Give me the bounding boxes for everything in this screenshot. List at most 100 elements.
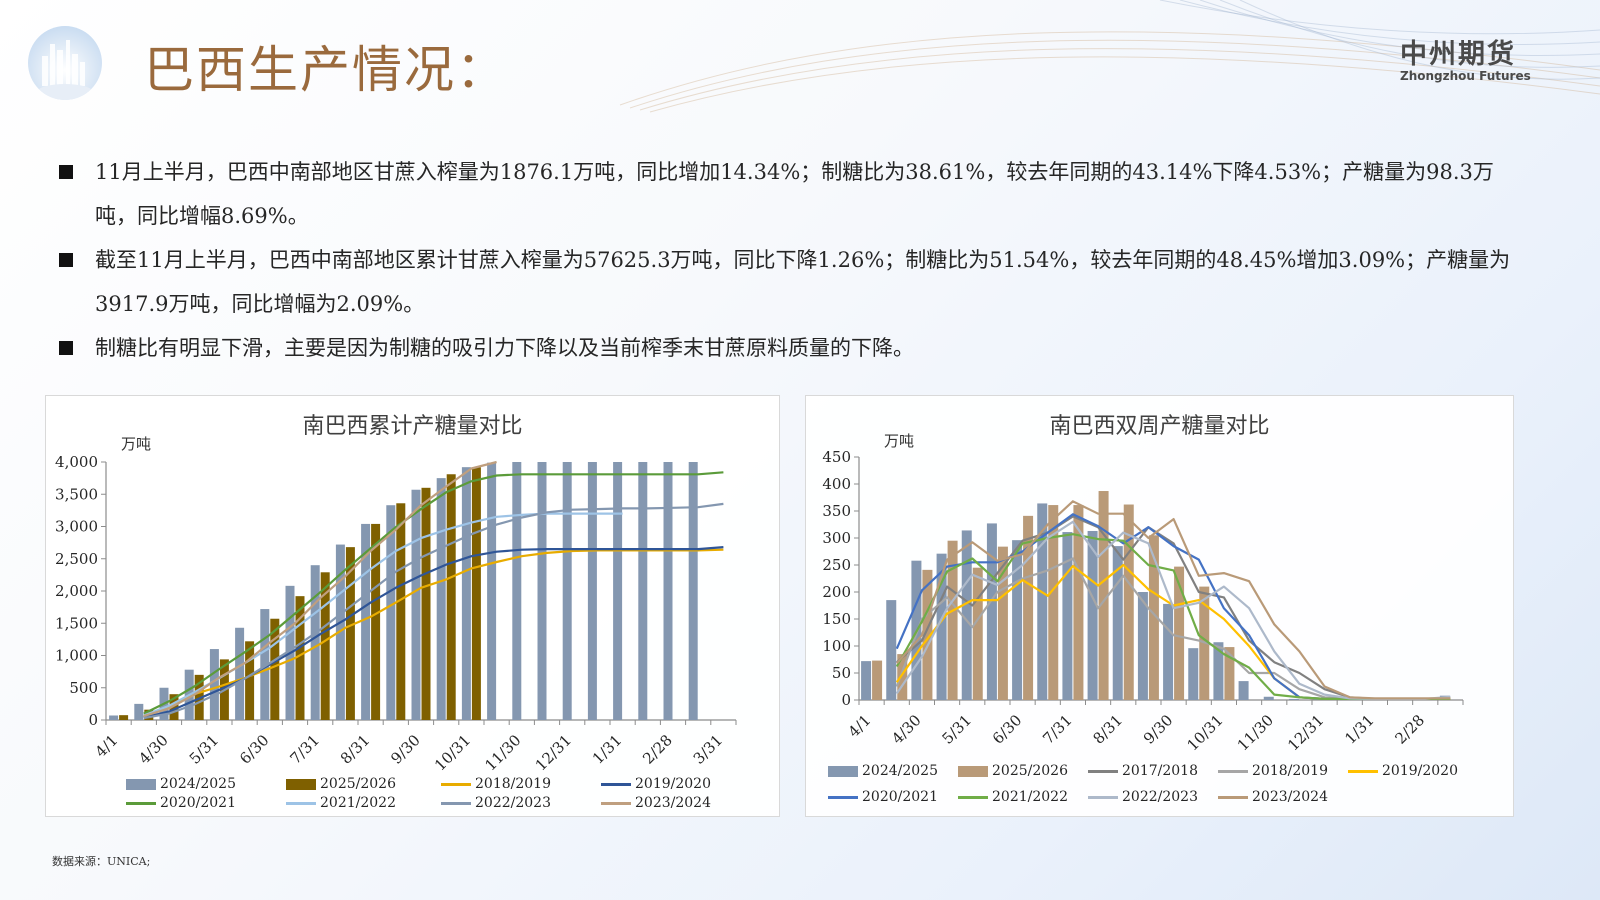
bar	[245, 641, 255, 720]
y-axis-unit: 万吨	[121, 435, 152, 453]
bar	[1148, 535, 1159, 700]
legend-item: 2024/2025	[126, 776, 236, 792]
legend-item: 2021/2022	[286, 795, 396, 811]
legend-line-swatch-icon	[126, 801, 156, 805]
bar	[169, 694, 179, 720]
legend-line-swatch-icon	[958, 795, 988, 799]
bar	[986, 523, 997, 700]
bar	[872, 660, 883, 700]
y-tick-label: 150	[822, 610, 851, 628]
legend-item: 2018/2019	[1218, 763, 1328, 779]
legend-label: 2018/2019	[475, 776, 551, 792]
bar	[461, 467, 471, 720]
y-tick-label: 500	[69, 679, 98, 697]
legend-label: 2018/2019	[1252, 763, 1328, 779]
legend-line-swatch-icon	[1218, 769, 1248, 773]
legend-item: 2018/2019	[441, 776, 551, 792]
bar	[421, 487, 431, 720]
y-tick-label: 100	[822, 637, 851, 655]
legend-label: 2017/2018	[1122, 763, 1198, 779]
bar	[270, 618, 280, 720]
legend-label: 2020/2021	[160, 795, 236, 811]
bar	[436, 478, 446, 720]
bar	[861, 661, 872, 700]
legend-item: 2024/2025	[828, 763, 938, 779]
legend-item: 2020/2021	[126, 795, 236, 811]
bar	[134, 703, 144, 720]
bar	[1137, 592, 1148, 700]
legend-line-swatch-icon	[601, 801, 631, 805]
legend-label: 2023/2024	[1252, 789, 1328, 805]
bar	[936, 553, 947, 700]
legend-bar-swatch-icon	[286, 778, 316, 790]
legend-line-swatch-icon	[1218, 795, 1248, 799]
bullet-list: 11月上半月，巴西中南部地区甘蔗入榨量为1876.1万吨，同比增加14.34%；…	[55, 150, 1535, 370]
bar	[613, 462, 623, 720]
legend-label: 2024/2025	[160, 776, 236, 792]
legend-item: 2021/2022	[958, 789, 1068, 805]
bar	[1112, 546, 1123, 700]
bullet-item: 制糖比有明显下滑，主要是因为制糖的吸引力下降以及当前榨季末甘蔗原料质量的下降。	[55, 326, 1535, 370]
bar	[471, 467, 481, 720]
bar	[886, 600, 897, 700]
bar	[1123, 504, 1134, 700]
legend-label: 2025/2026	[992, 763, 1068, 779]
bar	[361, 523, 371, 720]
decorative-waves	[619, 0, 1600, 113]
legend-bar-swatch-icon	[958, 765, 988, 777]
bar	[947, 540, 958, 700]
bar	[411, 489, 421, 720]
brand-logo: 中州期货 Zhongzhou Futures	[1400, 32, 1531, 83]
bar	[1023, 515, 1034, 700]
bullet-text: 11月上半月，巴西中南部地区甘蔗入榨量为1876.1万吨，同比增加14.34%；…	[95, 160, 1494, 228]
legend-bar-swatch-icon	[126, 778, 156, 790]
bar	[1224, 647, 1235, 700]
bar	[897, 654, 908, 700]
legend-bar-swatch-icon	[828, 765, 858, 777]
legend-label: 2022/2023	[475, 795, 551, 811]
bar	[396, 503, 406, 720]
legend-label: 2020/2021	[862, 789, 938, 805]
legend-label: 2021/2022	[320, 795, 396, 811]
bar	[260, 609, 270, 720]
bar	[345, 547, 355, 720]
bar	[209, 649, 219, 720]
legend-line-swatch-icon	[1088, 795, 1118, 799]
brand-name-cn: 中州期货	[1400, 39, 1516, 70]
bullet-text: 制糖比有明显下滑，主要是因为制糖的吸引力下降以及当前榨季末甘蔗原料质量的下降。	[95, 336, 914, 360]
y-tick-label: 50	[832, 664, 851, 682]
bar	[487, 462, 497, 720]
y-tick-label: 350	[822, 502, 851, 520]
legend-item: 2019/2020	[601, 776, 711, 792]
brand-name-en: Zhongzhou Futures	[1400, 69, 1531, 83]
y-tick-label: 4,000	[55, 453, 98, 471]
bar	[587, 462, 597, 720]
legend-label: 2022/2023	[1122, 789, 1198, 805]
legend-item: 2023/2024	[1218, 789, 1328, 805]
bar	[512, 462, 522, 720]
bar	[663, 462, 673, 720]
bullet-item: 截至11月上半月，巴西中南部地区累计甘蔗入榨量为57625.3万吨，同比下降1.…	[55, 238, 1535, 326]
y-tick-label: 1,000	[55, 647, 98, 665]
y-tick-label: 3,000	[55, 518, 98, 536]
y-tick-label: 450	[822, 448, 851, 466]
bar	[310, 565, 320, 720]
y-tick-label: 0	[841, 691, 851, 709]
bar	[562, 462, 572, 720]
square-bullet-icon	[59, 165, 73, 179]
bar	[1098, 491, 1109, 700]
bar	[688, 462, 698, 720]
cumulative-sugar-chart: 南巴西累计产糖量对比 万吨 0 500 1,000 1,500 2,000 2,500 3,…	[45, 395, 780, 817]
bar	[1048, 505, 1059, 700]
biweekly-sugar-chart: 南巴西双周产糖量对比 万吨 0 50 100 150 200 250 300 350 400 45…	[805, 395, 1514, 817]
bar	[320, 572, 330, 720]
bar	[922, 569, 933, 700]
city-skyline-logo	[28, 26, 102, 100]
bar	[446, 474, 456, 720]
y-tick-label: 400	[822, 475, 851, 493]
chart-legend: 2024/2025 2025/2026 2017/2018 2018/2019 2019…	[806, 396, 1513, 816]
bar	[537, 462, 547, 720]
legend-item: 2019/2020	[1348, 763, 1458, 779]
y-axis-unit: 万吨	[884, 432, 915, 450]
bar	[1188, 648, 1199, 700]
